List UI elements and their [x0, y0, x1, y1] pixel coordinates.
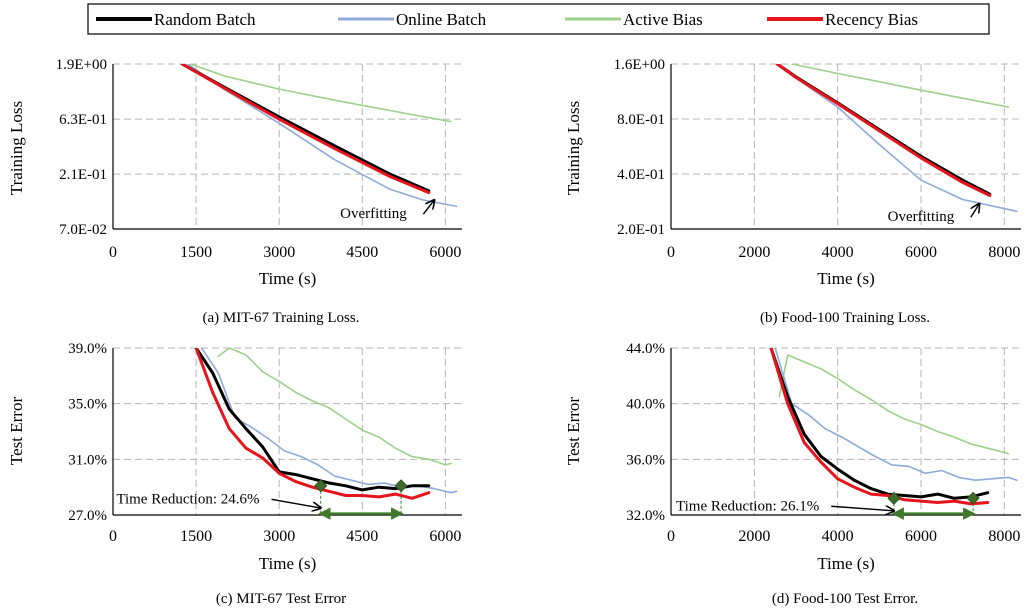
- annotation-arrow: [271, 498, 321, 508]
- legend-item-online-batch: Online Batch: [338, 10, 487, 29]
- series-line-recency-bias: [775, 64, 992, 197]
- x-tick-label: 2000: [738, 528, 770, 545]
- legend-item-random-batch: Random Batch: [96, 10, 256, 29]
- y-tick-label: 31.0%: [68, 452, 107, 468]
- series-line-random-batch: [194, 348, 431, 492]
- series-group: [775, 64, 1018, 213]
- y-axis-title: Training Loss: [564, 101, 583, 195]
- x-tick-label: 6000: [429, 528, 461, 545]
- x-tick-label: 3000: [263, 244, 295, 261]
- annotation-arrow: [422, 200, 434, 215]
- series-line-random-batch: [775, 64, 992, 196]
- y-tick-label: 1.6E+00: [614, 57, 665, 73]
- legend-label-recency-bias: Recency Bias: [825, 10, 918, 29]
- series-line-random-batch: [180, 64, 431, 193]
- y-tick-label: 6.3E-01: [59, 112, 107, 128]
- x-tick-label: 4000: [822, 528, 854, 545]
- series-line-random-batch: [769, 348, 990, 500]
- x-tick-label: 8000: [988, 528, 1020, 545]
- series-line-active-bias: [189, 64, 452, 123]
- diamond-marker: [966, 491, 980, 505]
- annotation-arrow: [831, 506, 894, 511]
- x-tick-label: 8000: [988, 244, 1020, 261]
- x-tick-label: 3000: [263, 528, 295, 545]
- x-axis-title: Time (s): [817, 554, 874, 573]
- diamond-marker: [394, 479, 408, 493]
- panel-caption: (c) MIT-67 Test Error: [216, 591, 346, 607]
- series-line-active-bias: [790, 64, 1010, 108]
- legend: Random Batch Online Batch Active Bias Re…: [87, 3, 990, 35]
- y-tick-label: 32.0%: [626, 508, 665, 524]
- legend-box: [87, 3, 990, 35]
- annotation-text: Time Reduction: 24.6%: [116, 491, 259, 507]
- x-tick-label: 6000: [905, 528, 937, 545]
- series-line-online-batch: [774, 348, 1018, 482]
- legend-label-online-batch: Online Batch: [396, 10, 487, 29]
- x-axis-title: Time (s): [259, 269, 316, 288]
- x-tick-label: 0: [667, 528, 675, 545]
- panel-mit67-test-error: 27.0% 31.0% 35.0% 39.0% 0 1500 3000 4500 6000 Tim…: [7, 341, 462, 607]
- x-axis-title: Time (s): [259, 554, 316, 573]
- y-tick-label: 4.0E-01: [617, 167, 665, 183]
- y-tick-label: 2.0E-01: [617, 222, 665, 238]
- series-line-active-bias: [217, 348, 452, 466]
- series-line-recency-bias: [194, 348, 431, 500]
- series-line-active-bias: [778, 354, 1010, 455]
- x-tick-label: 1500: [180, 528, 212, 545]
- legend-item-active-bias: Active Bias: [565, 10, 703, 29]
- legend-label-active-bias: Active Bias: [623, 10, 703, 29]
- x-tick-label: 4500: [346, 244, 378, 261]
- diamond-marker: [314, 479, 328, 493]
- x-tick-label: 0: [109, 528, 117, 545]
- x-axis-title: Time (s): [817, 269, 874, 288]
- x-tick-label: 1500: [180, 244, 212, 261]
- y-tick-label: 44.0%: [626, 341, 665, 357]
- series-line-recency-bias: [769, 348, 990, 506]
- x-tick-label: 0: [109, 244, 117, 261]
- panel-food100-training-loss: 2.0E-01 4.0E-01 8.0E-01 1.6E+00 0 2000 4000 600…: [564, 57, 1021, 326]
- annotation-text: Overfitting: [888, 209, 955, 225]
- x-tick-label: 4500: [346, 528, 378, 545]
- annotation-arrow: [970, 204, 979, 218]
- x-tick-label: 0: [667, 244, 675, 261]
- y-tick-label: 27.0%: [68, 508, 107, 524]
- annotation-text: Time Reduction: 26.1%: [676, 498, 819, 514]
- series-group: [180, 64, 458, 208]
- x-tick-label: 6000: [429, 244, 461, 261]
- y-tick-label: 1.9E+00: [56, 57, 107, 73]
- x-tick-label: 2000: [738, 244, 770, 261]
- y-axis-title: Test Error: [564, 397, 583, 466]
- y-tick-label: 2.1E-01: [59, 167, 107, 183]
- y-tick-label: 7.0E-02: [59, 222, 107, 238]
- legend-label-random-batch: Random Batch: [154, 10, 256, 29]
- series-group: [769, 348, 1018, 506]
- y-tick-label: 8.0E-01: [617, 112, 665, 128]
- diamond-marker: [887, 491, 901, 505]
- x-tick-label: 6000: [905, 244, 937, 261]
- annotation-text: Overfitting: [340, 206, 407, 222]
- y-axis-title: Training Loss: [7, 101, 26, 195]
- panel-mit67-training-loss: 7.0E-02 2.1E-01 6.3E-01 1.9E+00 0 1500 3000 450…: [7, 57, 462, 326]
- y-tick-label: 40.0%: [626, 397, 665, 413]
- series-line-recency-bias: [180, 64, 431, 195]
- panel-caption: (b) Food-100 Training Loss.: [760, 310, 930, 326]
- y-axis-title: Test Error: [7, 397, 26, 466]
- series-group: [194, 348, 458, 500]
- panel-food100-test-error: 32.0% 36.0% 40.0% 44.0% 0 2000 4000 6000 8000 Tim…: [564, 341, 1021, 607]
- y-tick-label: 39.0%: [68, 341, 107, 357]
- panel-caption: (a) MIT-67 Training Loss.: [203, 310, 360, 326]
- legend-item-recency-bias: Recency Bias: [767, 10, 918, 29]
- y-tick-label: 35.0%: [68, 397, 107, 413]
- y-tick-label: 36.0%: [626, 452, 665, 468]
- panel-caption: (d) Food-100 Test Error.: [772, 591, 918, 607]
- x-tick-label: 4000: [822, 244, 854, 261]
